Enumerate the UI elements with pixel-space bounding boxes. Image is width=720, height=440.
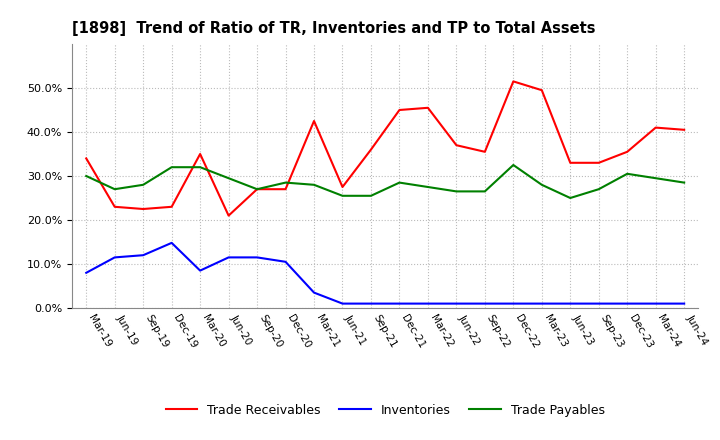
Trade Receivables [338, 184, 347, 190]
Trade Payables [225, 176, 233, 181]
Inventories [282, 259, 290, 264]
Trade Receivables [139, 206, 148, 212]
Trade Payables [310, 182, 318, 187]
Trade Receivables [196, 151, 204, 157]
Trade Receivables [366, 147, 375, 152]
Trade Receivables [310, 118, 318, 124]
Trade Receivables [480, 149, 489, 154]
Trade Receivables [110, 204, 119, 209]
Trade Receivables [225, 213, 233, 218]
Legend: Trade Receivables, Inventories, Trade Payables: Trade Receivables, Inventories, Trade Pa… [161, 399, 610, 422]
Trade Payables [282, 180, 290, 185]
Trade Receivables [680, 127, 688, 132]
Trade Receivables [595, 160, 603, 165]
Trade Receivables [623, 149, 631, 154]
Inventories [452, 301, 461, 306]
Inventories [395, 301, 404, 306]
Trade Receivables [566, 160, 575, 165]
Inventories [366, 301, 375, 306]
Line: Trade Receivables: Trade Receivables [86, 81, 684, 216]
Trade Payables [623, 171, 631, 176]
Trade Payables [110, 187, 119, 192]
Trade Payables [652, 176, 660, 181]
Trade Payables [452, 189, 461, 194]
Trade Receivables [423, 105, 432, 110]
Trade Payables [595, 187, 603, 192]
Trade Payables [167, 165, 176, 170]
Inventories [110, 255, 119, 260]
Inventories [423, 301, 432, 306]
Inventories [253, 255, 261, 260]
Trade Payables [423, 184, 432, 190]
Inventories [139, 253, 148, 258]
Inventories [82, 270, 91, 275]
Inventories [537, 301, 546, 306]
Trade Payables [366, 193, 375, 198]
Trade Payables [509, 162, 518, 168]
Trade Receivables [537, 88, 546, 93]
Text: [1898]  Trend of Ratio of TR, Inventories and TP to Total Assets: [1898] Trend of Ratio of TR, Inventories… [72, 21, 595, 36]
Trade Receivables [82, 156, 91, 161]
Inventories [310, 290, 318, 295]
Trade Payables [139, 182, 148, 187]
Trade Payables [253, 187, 261, 192]
Inventories [623, 301, 631, 306]
Inventories [167, 240, 176, 246]
Trade Receivables [167, 204, 176, 209]
Trade Payables [338, 193, 347, 198]
Trade Payables [566, 195, 575, 201]
Trade Payables [680, 180, 688, 185]
Inventories [566, 301, 575, 306]
Trade Receivables [509, 79, 518, 84]
Trade Receivables [253, 187, 261, 192]
Inventories [225, 255, 233, 260]
Inventories [680, 301, 688, 306]
Inventories [509, 301, 518, 306]
Trade Receivables [452, 143, 461, 148]
Trade Payables [196, 165, 204, 170]
Trade Receivables [652, 125, 660, 130]
Inventories [196, 268, 204, 273]
Inventories [338, 301, 347, 306]
Inventories [652, 301, 660, 306]
Trade Payables [480, 189, 489, 194]
Trade Receivables [282, 187, 290, 192]
Inventories [480, 301, 489, 306]
Trade Payables [395, 180, 404, 185]
Trade Receivables [395, 107, 404, 113]
Trade Payables [82, 173, 91, 179]
Line: Inventories: Inventories [86, 243, 684, 304]
Trade Payables [537, 182, 546, 187]
Inventories [595, 301, 603, 306]
Line: Trade Payables: Trade Payables [86, 165, 684, 198]
